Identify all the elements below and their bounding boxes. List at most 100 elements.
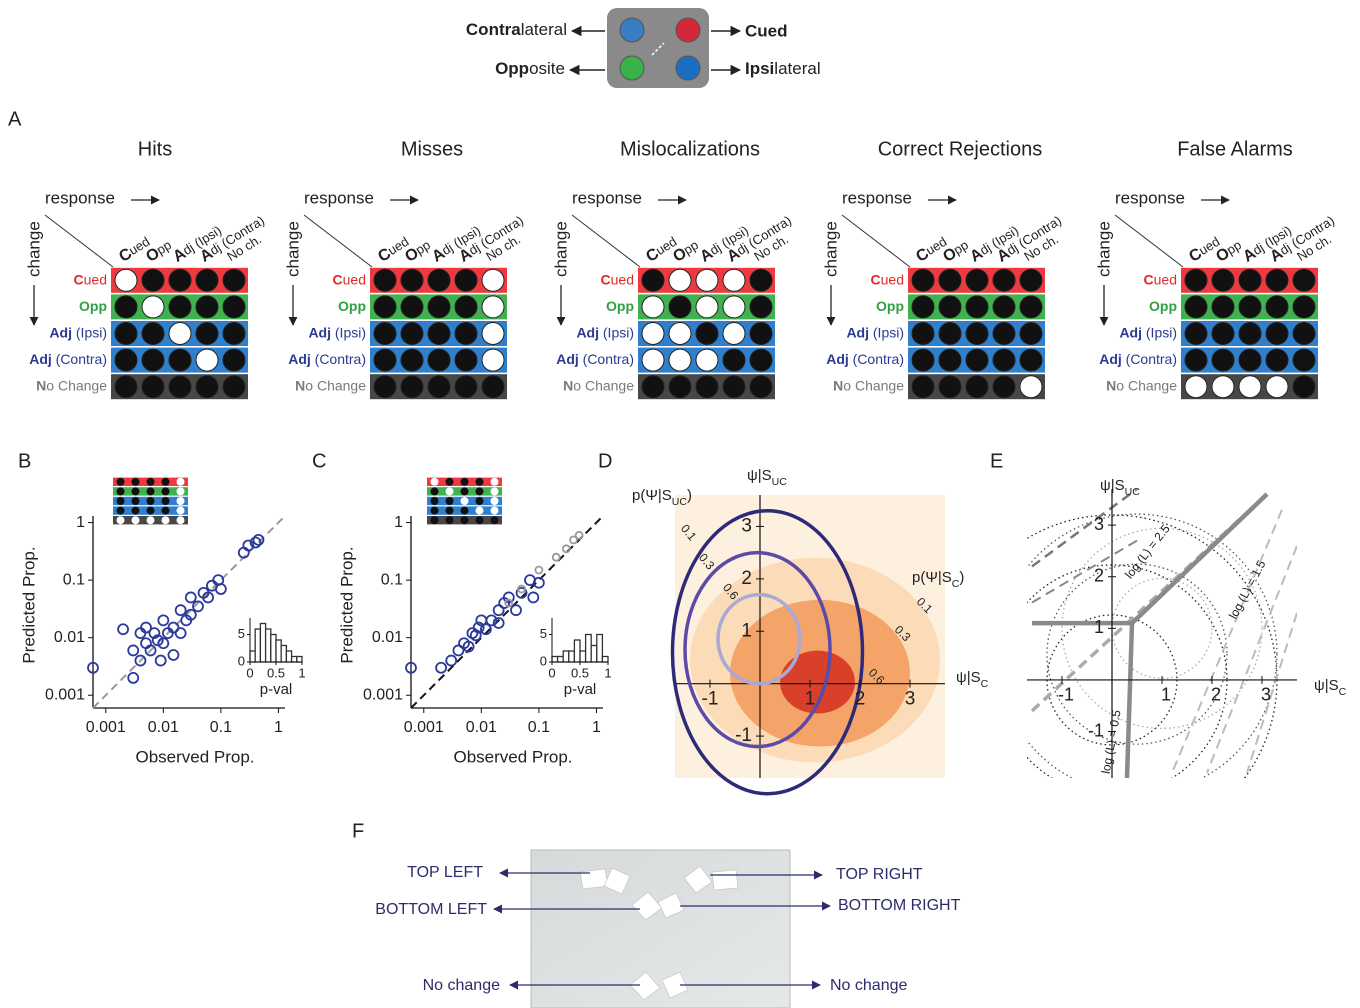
x-tick-label: 1 — [592, 719, 601, 736]
matrix-cell — [993, 269, 1015, 291]
legend-label: Cued — [745, 21, 788, 40]
matrix-cell — [401, 323, 423, 345]
row-label-rest: (Ipsi) — [331, 324, 366, 340]
row-label: Adj (Ipsi) — [846, 324, 904, 340]
hist-bar — [292, 657, 297, 663]
inset-cell — [431, 497, 439, 505]
response-label: response — [45, 188, 115, 207]
density-label: p(Ψ|SUC) — [632, 487, 692, 508]
decision-boundary — [1127, 623, 1132, 778]
matrix-diagonal — [572, 215, 640, 267]
row-label-rest: o Change — [573, 377, 634, 393]
data-point — [118, 624, 128, 634]
matrix-cell — [642, 269, 664, 291]
matrix-cell — [696, 376, 718, 398]
matrix-cell — [455, 296, 477, 318]
inset-cell — [446, 478, 454, 486]
row-label: Opp — [79, 298, 107, 314]
likelihood-contour — [1047, 564, 1227, 744]
inset-cell — [147, 497, 155, 505]
row-label-rest: o Change — [843, 377, 904, 393]
matrix-cell — [750, 296, 772, 318]
row-label-bold: N — [1106, 377, 1116, 393]
matrix-cell — [966, 269, 988, 291]
matrix-cell — [196, 296, 218, 318]
legend-label-rest: osite — [529, 59, 565, 78]
matrix-cell — [1239, 376, 1261, 398]
matrix-cell — [428, 323, 450, 345]
matrix-cell — [939, 323, 961, 345]
matrix-cell — [750, 323, 772, 345]
matrix-cell — [1185, 296, 1207, 318]
row-label-bold: Adj — [1099, 351, 1122, 367]
matrix-cell — [169, 349, 191, 371]
data-point — [158, 615, 168, 625]
matrix-diagonal — [45, 215, 113, 267]
data-point — [511, 605, 521, 615]
matrix-cell — [669, 376, 691, 398]
hist-y-tick-label: 5 — [540, 626, 547, 641]
inset-cell — [177, 507, 185, 515]
matrix-cell — [223, 269, 245, 291]
legend-dot — [676, 18, 700, 42]
y-tick-label: 0.1 — [381, 571, 403, 588]
matrix-cell — [115, 376, 137, 398]
y-axis-label: Predicted Prop. — [19, 546, 38, 663]
row-label-bold: C — [74, 271, 84, 287]
x-axis-label-sub: C — [1339, 686, 1347, 698]
matrix-cell — [1020, 323, 1042, 345]
hist-y-tick-label: 0 — [540, 653, 547, 668]
matrix-cell — [196, 349, 218, 371]
matrix-cell — [142, 269, 164, 291]
row-label-rest: o Change — [305, 377, 366, 393]
matrix-cell — [912, 296, 934, 318]
matrix-cell — [1239, 323, 1261, 345]
hist-bar — [558, 657, 564, 663]
row-label: Opp — [1149, 298, 1177, 314]
row-label-bold: C — [601, 271, 611, 287]
iso-likelihood-line — [1247, 613, 1297, 773]
matrix-cell — [669, 269, 691, 291]
y-axis-label-main: ψ|S — [1100, 477, 1125, 494]
inset-cell — [491, 497, 499, 505]
row-label-rest: (Ipsi) — [72, 324, 107, 340]
response-label: response — [1115, 188, 1185, 207]
matrix-cell — [455, 323, 477, 345]
row-label: No Change — [563, 377, 634, 393]
hist-bar — [281, 646, 286, 663]
inset-cell — [117, 487, 125, 495]
hist-x-tick-label: 0.5 — [571, 665, 589, 680]
matrix-cell — [696, 323, 718, 345]
matrix-cell — [115, 296, 137, 318]
row-label-rest: ued — [84, 271, 107, 287]
hist-bar — [276, 640, 281, 662]
hist-bar — [271, 635, 276, 663]
matrix-cell — [1212, 296, 1234, 318]
row-label-rest: ued — [881, 271, 904, 287]
matrix-cell — [912, 376, 934, 398]
y-tick-label: 0.01 — [54, 629, 85, 646]
panel-letter: C — [312, 450, 326, 472]
matrix-cell — [142, 349, 164, 371]
row-label: Cued — [333, 271, 366, 287]
matrix-cell — [723, 349, 745, 371]
hist-x-tick-label: 0.5 — [267, 665, 285, 680]
data-point — [436, 663, 446, 673]
data-point — [186, 592, 196, 602]
matrix-cell — [1266, 376, 1288, 398]
inset-cell — [132, 497, 140, 505]
y-tick-label: 1 — [1094, 617, 1104, 637]
row-label: Adj (Contra) — [1099, 351, 1177, 367]
y-tick-label: -1 — [1088, 720, 1104, 740]
matrix-cell — [374, 296, 396, 318]
matrix-cell — [115, 323, 137, 345]
matrix-cell — [723, 323, 745, 345]
location-label: No change — [423, 977, 500, 994]
row-label-rest: o Change — [46, 377, 107, 393]
y-axis-label-sub: UC — [772, 476, 788, 488]
x-tick-label: 3 — [905, 689, 916, 710]
inset-cell — [132, 516, 140, 524]
matrix-cell — [428, 269, 450, 291]
row-label-rest: (Ipsi) — [869, 324, 904, 340]
iso-likelihood-line — [1032, 541, 1137, 603]
